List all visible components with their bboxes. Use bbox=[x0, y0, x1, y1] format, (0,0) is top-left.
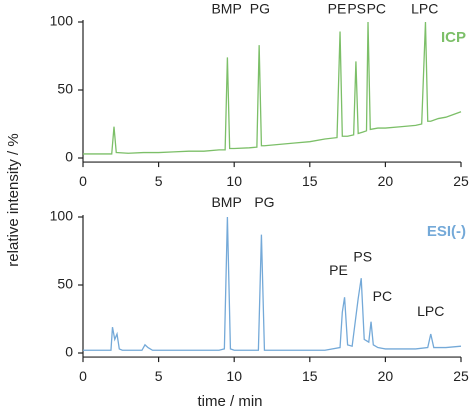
peak-label: PE bbox=[329, 262, 348, 278]
x-tick-label: 0 bbox=[79, 368, 87, 384]
y-tick-label: 100 bbox=[50, 208, 74, 224]
y-tick-label: 100 bbox=[50, 13, 74, 29]
x-tick-label: 25 bbox=[453, 173, 469, 189]
peak-label: PE bbox=[328, 0, 347, 16]
peak-label: BMP bbox=[211, 194, 241, 210]
y-tick-label: 50 bbox=[57, 276, 73, 292]
x-tick-label: 20 bbox=[378, 173, 394, 189]
series-label: ESI(-) bbox=[427, 223, 466, 240]
peak-label: LPC bbox=[417, 303, 444, 319]
y-tick-label: 0 bbox=[65, 149, 73, 165]
x-tick-label: 15 bbox=[302, 173, 318, 189]
x-tick-label: 10 bbox=[226, 173, 242, 189]
y-axis-label: relative intensity / % bbox=[5, 133, 22, 266]
series-label: ICP bbox=[441, 29, 466, 46]
x-tick-label: 0 bbox=[79, 173, 87, 189]
peak-label: PC bbox=[373, 288, 392, 304]
data-line bbox=[83, 216, 462, 351]
x-tick-label: 5 bbox=[155, 368, 163, 384]
x-tick-label: 15 bbox=[302, 368, 318, 384]
peak-label: BMP bbox=[211, 0, 241, 16]
peak-label: PS bbox=[353, 249, 372, 265]
x-tick-label: 25 bbox=[453, 368, 469, 384]
x-axis-label: time / min bbox=[197, 393, 262, 410]
peak-label: PC bbox=[367, 0, 386, 16]
y-tick-label: 50 bbox=[57, 81, 73, 97]
x-tick-label: 20 bbox=[378, 368, 394, 384]
x-tick-label: 10 bbox=[226, 368, 242, 384]
y-tick-label: 0 bbox=[65, 344, 73, 360]
x-tick-label: 5 bbox=[155, 173, 163, 189]
peak-label: PG bbox=[254, 194, 274, 210]
peak-label: PG bbox=[250, 0, 270, 16]
peak-label: LPC bbox=[411, 0, 438, 16]
peak-label: PS bbox=[347, 0, 366, 16]
data-line bbox=[83, 21, 462, 155]
